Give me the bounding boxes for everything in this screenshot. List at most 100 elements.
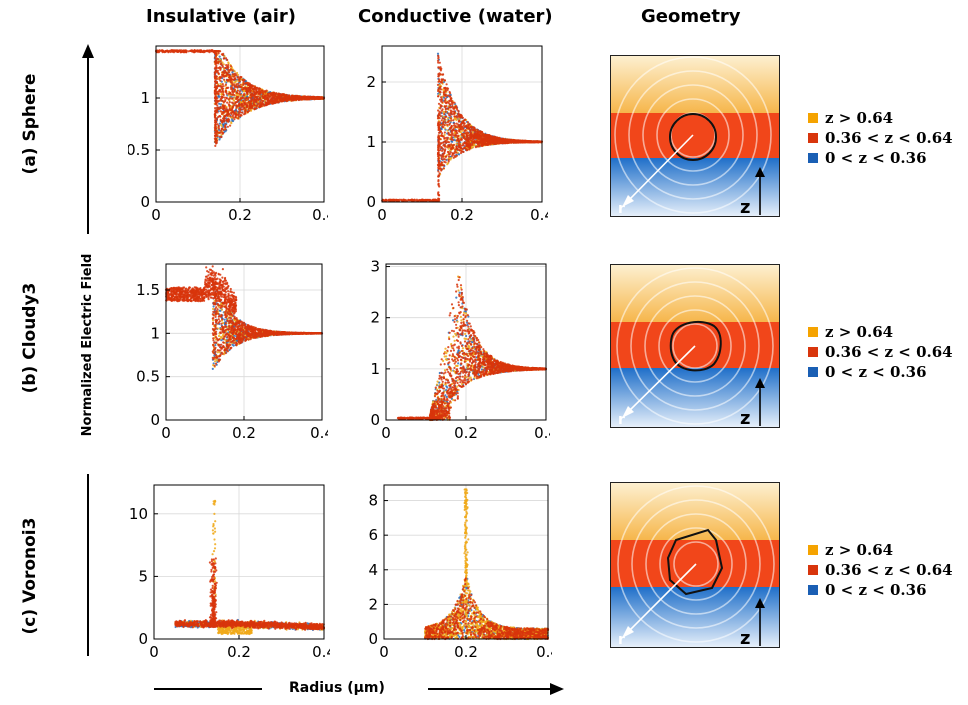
scatter-point	[258, 105, 261, 109]
scatter-point	[216, 123, 219, 126]
scatter-point	[470, 128, 473, 131]
scatter-point	[455, 122, 458, 125]
scatter-point	[442, 152, 446, 155]
scatter-point	[456, 136, 459, 139]
scatter-point	[450, 99, 453, 102]
scatter-point	[439, 130, 442, 133]
scatter-point	[437, 102, 441, 105]
scatter-point	[437, 61, 440, 64]
scatter-point	[238, 102, 241, 105]
scatter-point	[233, 112, 236, 115]
scatter-point	[224, 57, 228, 60]
scatter-point	[415, 199, 418, 202]
scatter-point	[437, 121, 440, 124]
scatter-point	[465, 145, 468, 148]
scatter-point	[224, 126, 227, 129]
scatter-point	[393, 199, 396, 202]
scatter-point	[437, 170, 440, 173]
scatter-point	[444, 89, 447, 93]
scatter-point	[311, 97, 314, 100]
scatter-point	[255, 101, 258, 104]
scatter-point	[493, 140, 497, 143]
scatter-point	[214, 92, 217, 95]
scatter-point	[214, 144, 217, 147]
scatter-point	[238, 105, 241, 108]
scatter-point	[238, 80, 241, 83]
scatter-point	[222, 93, 225, 97]
scatter-point	[437, 191, 440, 194]
scatter-point	[214, 117, 217, 120]
scatter-point	[451, 144, 454, 147]
scatter-point	[199, 50, 202, 53]
scatter-point	[229, 109, 232, 112]
scatter-point	[260, 91, 263, 94]
scatter-point	[187, 50, 190, 53]
scatter-point	[222, 125, 225, 128]
scatter-point	[451, 113, 454, 116]
scatter-point	[234, 78, 237, 81]
scatter-point	[437, 89, 440, 93]
scatter-point	[309, 95, 312, 98]
scatter-point	[250, 109, 253, 112]
scatter-point	[227, 111, 230, 114]
scatter-point	[196, 50, 199, 53]
scatter-point	[231, 69, 234, 72]
scatter-point	[225, 73, 228, 76]
scatter-point	[227, 61, 230, 64]
scatter-point	[221, 119, 224, 123]
scatter-point	[236, 86, 239, 89]
scatter-point	[530, 141, 533, 144]
scatter-point	[480, 134, 483, 137]
scatter-point	[437, 180, 440, 183]
scatter-point	[276, 95, 279, 98]
column-title-conductive: Conductive (water)	[358, 6, 553, 27]
scatter-point	[447, 101, 450, 104]
scatter-point	[490, 137, 493, 140]
scatter-point	[442, 164, 446, 167]
scatter-point	[439, 67, 442, 70]
scatter-point	[254, 107, 257, 110]
scatter-point	[444, 121, 447, 124]
scatter-point	[437, 148, 440, 151]
scatter-point	[224, 123, 227, 126]
scatter-point	[442, 141, 445, 144]
scatter-point	[439, 138, 442, 141]
scatter-point	[317, 97, 320, 100]
scatter-point	[244, 109, 247, 112]
scatter-point	[237, 76, 240, 79]
scatter-point	[456, 137, 460, 140]
x-axis-arrow	[154, 683, 564, 695]
scatter-point	[261, 89, 264, 92]
scatter-point	[474, 128, 477, 131]
scatter-point	[214, 125, 217, 128]
scatter-point	[492, 137, 496, 140]
scatter-point	[215, 50, 218, 53]
scatter-point	[219, 68, 222, 71]
scatter-point	[461, 125, 464, 128]
scatter-point	[214, 81, 217, 85]
scatter-point	[243, 102, 246, 105]
scatter-point	[420, 198, 423, 201]
scatter-point	[437, 194, 441, 197]
scatter-point	[229, 124, 232, 127]
scatter-point	[221, 99, 224, 103]
scatter-point	[178, 49, 181, 52]
scatter-point	[452, 134, 455, 137]
scatter-point	[263, 98, 267, 101]
scatter-point	[491, 140, 494, 143]
scatter-point	[221, 131, 224, 134]
scatter-point	[248, 104, 251, 107]
scatter-point	[275, 98, 278, 101]
scatter-point	[223, 96, 226, 99]
scatter-point	[161, 51, 164, 54]
scatter-point	[442, 167, 445, 170]
scatter-point	[438, 121, 442, 124]
scatter-point	[473, 144, 476, 147]
scatter-point	[524, 140, 528, 143]
scatter-point	[225, 64, 228, 67]
scatter-point	[238, 77, 241, 81]
scatter-point	[229, 65, 233, 68]
scatter-point	[440, 119, 443, 122]
scatter-point	[234, 115, 237, 118]
scatter-point	[448, 152, 451, 156]
